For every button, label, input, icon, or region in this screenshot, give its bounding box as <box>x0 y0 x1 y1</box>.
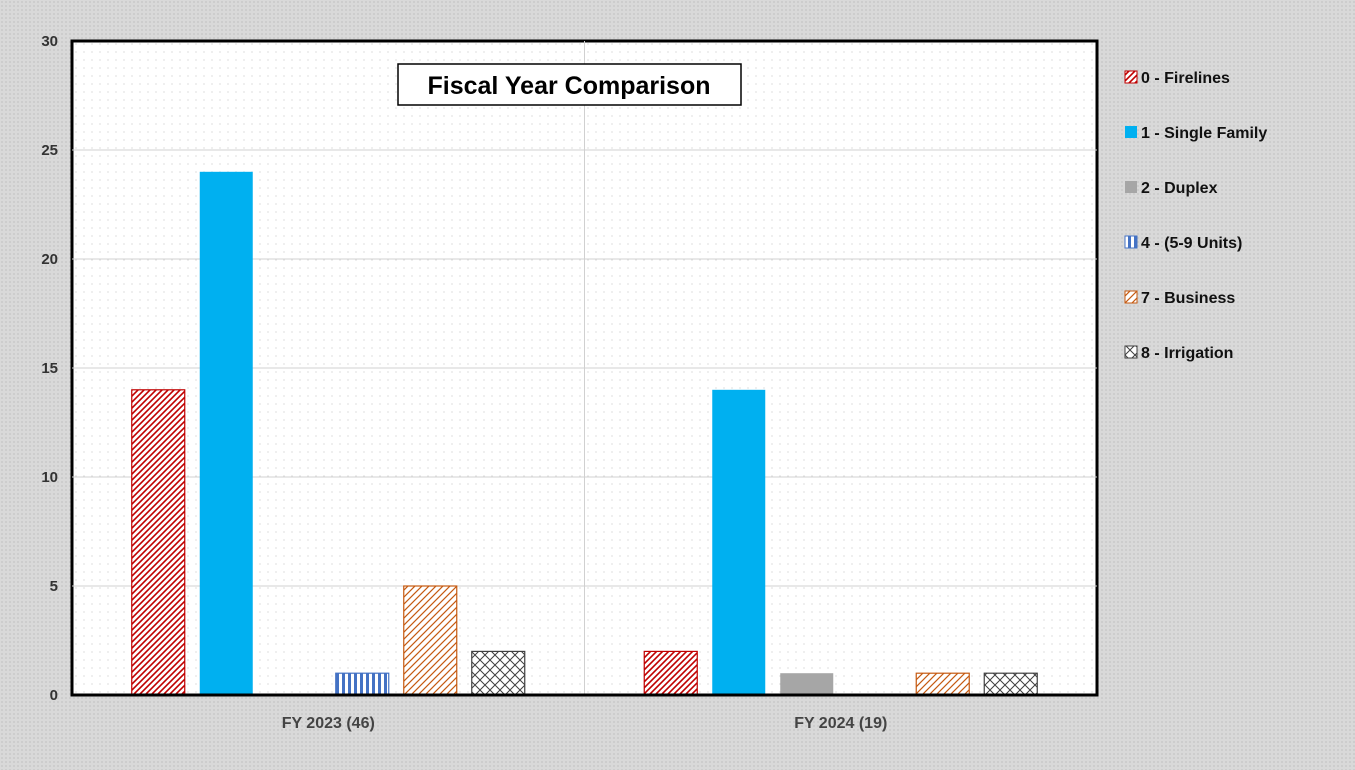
y-tick-label: 0 <box>50 687 58 704</box>
y-axis-ticks: 0 5 10 15 20 25 30 <box>41 33 58 704</box>
bar-5-cat-2 <box>915 672 970 696</box>
legend: 0 - Firelines 1 - Single Family 2 - Duplex… <box>1124 70 1267 362</box>
bar-2-cat-1 <box>199 171 253 696</box>
y-tick-label: 15 <box>41 360 58 377</box>
bar-6-cat-2 <box>983 672 1038 696</box>
bar-6-cat-1 <box>471 650 526 696</box>
chart-title-box <box>397 63 742 106</box>
x-category-label: FY 2023 (46) <box>282 715 375 732</box>
legend-label: 1 - Single Family <box>1141 125 1267 142</box>
bar-4-cat-1 <box>335 672 390 696</box>
y-tick-label: 10 <box>41 469 58 486</box>
y-tick-label: 25 <box>41 142 58 159</box>
legend-swatch <box>1125 181 1137 193</box>
bar-1-cat-1 <box>131 389 186 696</box>
y-tick-label: 20 <box>41 251 58 268</box>
bar-1-cat-2 <box>643 650 698 696</box>
bar-2-cat-2 <box>712 389 766 695</box>
y-tick-label: 30 <box>41 33 58 50</box>
y-tick-label: 5 <box>50 578 58 595</box>
legend-label: 4 - (5-9 Units) <box>1141 235 1242 252</box>
legend-label: 8 - Irrigation <box>1141 345 1233 362</box>
legend-swatch <box>1125 126 1137 138</box>
bar-3-cat-2 <box>780 673 834 695</box>
legend-label: 0 - Firelines <box>1141 70 1230 87</box>
chart-title: Fiscal Year Comparison <box>397 63 742 106</box>
bar-5-cat-1 <box>403 585 458 696</box>
x-axis-labels: FY 2023 (46) FY 2024 (19) <box>282 715 888 732</box>
legend-swatch <box>1124 345 1138 359</box>
legend-swatch <box>1124 70 1138 84</box>
legend-swatch <box>1124 290 1138 304</box>
bars <box>72 171 1097 697</box>
x-category-label: FY 2024 (19) <box>794 715 887 732</box>
legend-label: 2 - Duplex <box>1141 180 1218 197</box>
legend-swatch <box>1124 235 1138 249</box>
chart-title-text: Fiscal Year Comparison <box>428 72 711 100</box>
legend-label: 7 - Business <box>1141 290 1235 307</box>
